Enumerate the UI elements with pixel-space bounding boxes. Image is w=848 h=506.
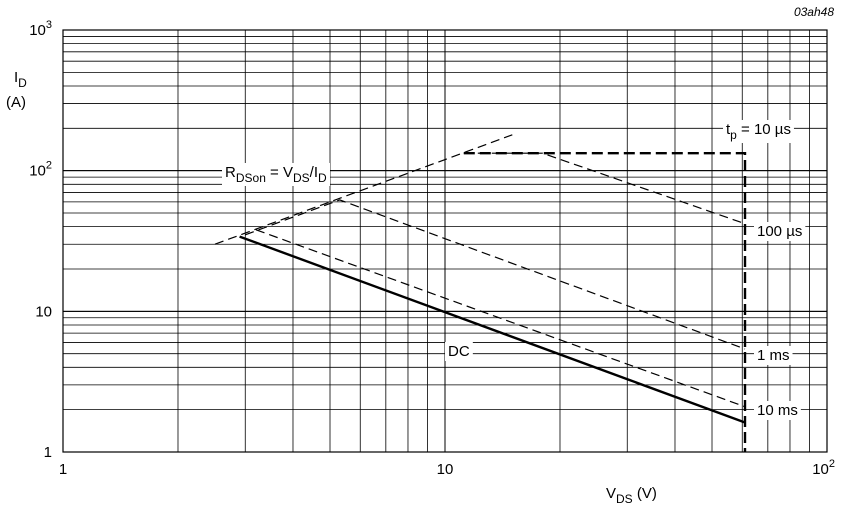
figure-id: 03ah48 (794, 5, 834, 19)
x-axis-label: VDS (V) (606, 485, 657, 506)
label-rdson-bg (222, 163, 330, 186)
plot-frame (62, 29, 828, 453)
label-tp-10us: tp = 10 µs (726, 121, 791, 142)
x-tick-label-2: 102 (812, 458, 835, 478)
curves (214, 134, 747, 452)
y-axis-unit: (A) (6, 94, 26, 111)
label-100us: 100 µs (757, 223, 802, 240)
y-tick-label-0: 1 (44, 444, 52, 461)
series-line-1 (463, 151, 747, 452)
curve-labels: tp = 10 µs 100 µs 1 ms 10 ms DC RDSon = VDS/I… (222, 120, 806, 420)
y-tick-label-2: 102 (29, 160, 52, 180)
series-line-3 (245, 199, 746, 350)
series-line-5 (239, 235, 746, 424)
series-line-2 (463, 152, 746, 225)
label-1ms-bg (754, 346, 793, 365)
series-line-4 (255, 229, 746, 408)
grid (62, 29, 828, 453)
label-100us-bg (754, 222, 806, 241)
y-tick-label-1: 10 (35, 303, 52, 320)
label-1ms: 1 ms (757, 347, 790, 364)
x-tick-label-1: 10 (437, 461, 454, 478)
label-dc-bg (445, 342, 473, 361)
label-tp-10us-bg (723, 120, 794, 143)
label-rdson: RDSon = VDS/ID (225, 164, 327, 185)
y-axis-label: ID (14, 69, 27, 90)
label-10ms: 10 ms (757, 402, 798, 419)
y-tick-label-3: 103 (29, 19, 52, 39)
label-dc: DC (448, 343, 470, 360)
series-line-0 (214, 134, 513, 245)
x-tick-label-0: 1 (59, 461, 67, 478)
label-10ms-bg (754, 401, 801, 420)
tick-labels: 1 10 102 1 10 102 103 (29, 19, 835, 478)
